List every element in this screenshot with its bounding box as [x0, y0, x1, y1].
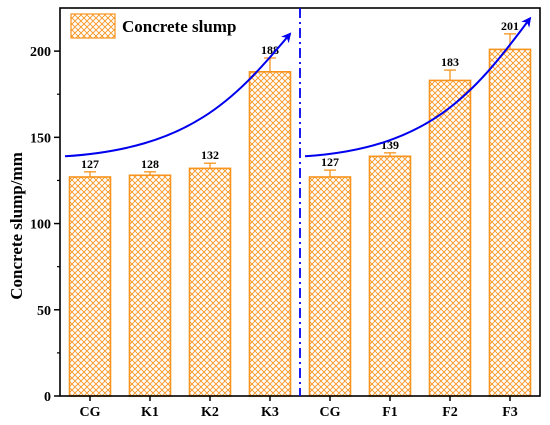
bar-6 [368, 155, 412, 397]
value-label-8: 201 [501, 19, 519, 33]
trend-arrow-1 [64, 32, 292, 158]
legend: Concrete slump [70, 13, 236, 39]
y-axis-title: Concrete slump/mm [7, 152, 26, 299]
bar-7 [428, 79, 472, 397]
x-tick-label-3: K2 [201, 405, 219, 420]
y-tick-label-150: 150 [30, 131, 51, 146]
y-tick-label-50: 50 [37, 304, 51, 319]
x-tick-label-1: CG [80, 405, 101, 420]
x-tick-label-5: CG [320, 405, 341, 420]
x-tick-label-4: K3 [261, 405, 279, 420]
y-tick-label-0: 0 [44, 390, 51, 405]
x-tick-label-8: F3 [502, 405, 518, 420]
bar-5 [308, 176, 352, 397]
bar-1 [68, 176, 112, 397]
value-label-3: 132 [201, 148, 219, 162]
bar-4 [248, 71, 292, 397]
x-tick-label-2: K1 [141, 405, 159, 420]
bar-3 [188, 167, 232, 397]
y-tick-label-200: 200 [30, 45, 51, 60]
x-tick-label-7: F2 [442, 405, 458, 420]
legend-label: Concrete slump [122, 17, 236, 36]
bar-8 [488, 48, 532, 397]
value-label-7: 183 [441, 55, 459, 69]
value-label-2: 128 [141, 157, 159, 171]
value-label-5: 127 [321, 155, 339, 169]
trend-arrow-2 [304, 16, 532, 158]
x-tick-label-6: F1 [382, 405, 398, 420]
bar-2 [128, 174, 172, 397]
value-label-1: 127 [81, 157, 99, 171]
y-tick-label-100: 100 [30, 218, 51, 233]
legend-swatch [70, 13, 116, 39]
